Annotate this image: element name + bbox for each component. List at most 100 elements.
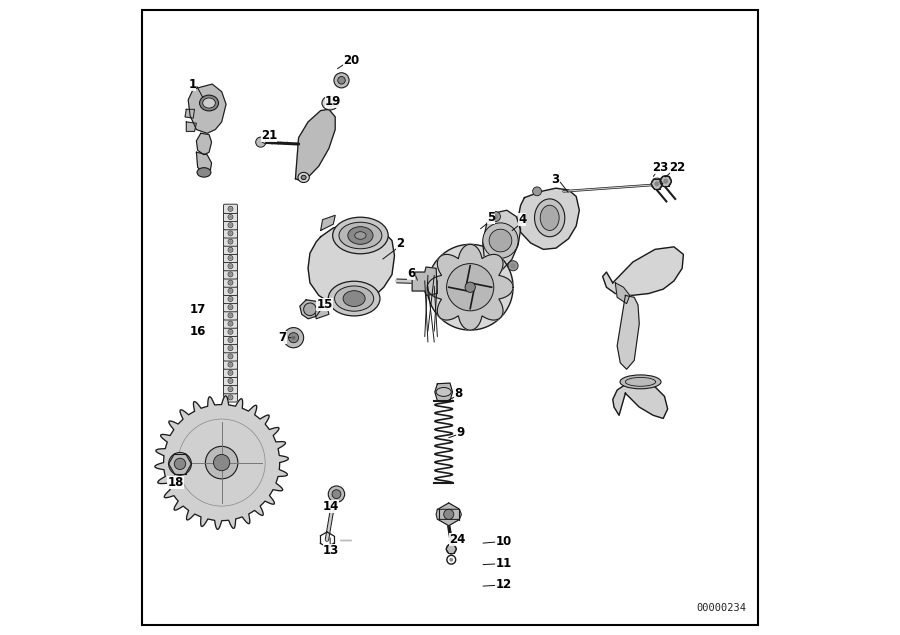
Circle shape: [510, 264, 516, 269]
FancyBboxPatch shape: [223, 286, 238, 295]
Ellipse shape: [343, 291, 365, 307]
Text: 1: 1: [188, 77, 196, 91]
Circle shape: [491, 211, 500, 222]
Text: 00000234: 00000234: [697, 603, 746, 613]
Polygon shape: [439, 514, 449, 526]
Ellipse shape: [202, 98, 215, 108]
Polygon shape: [603, 247, 683, 295]
Ellipse shape: [326, 99, 335, 107]
Polygon shape: [617, 295, 639, 369]
FancyBboxPatch shape: [223, 229, 238, 238]
Polygon shape: [616, 283, 630, 304]
FancyBboxPatch shape: [223, 393, 238, 402]
Circle shape: [230, 306, 231, 309]
Circle shape: [228, 231, 233, 236]
Polygon shape: [412, 267, 437, 295]
Text: 12: 12: [495, 578, 512, 591]
Polygon shape: [188, 84, 226, 133]
Polygon shape: [439, 503, 449, 514]
FancyBboxPatch shape: [223, 220, 238, 230]
Circle shape: [230, 355, 231, 358]
Polygon shape: [320, 215, 335, 231]
Circle shape: [654, 181, 660, 186]
FancyBboxPatch shape: [223, 335, 238, 345]
Circle shape: [230, 208, 231, 210]
Circle shape: [228, 337, 233, 342]
Circle shape: [228, 288, 233, 293]
Ellipse shape: [328, 281, 380, 316]
Circle shape: [228, 387, 233, 392]
Circle shape: [482, 223, 518, 258]
Polygon shape: [185, 109, 194, 118]
Circle shape: [228, 395, 233, 400]
Ellipse shape: [298, 173, 310, 182]
Circle shape: [228, 330, 233, 334]
Circle shape: [230, 314, 231, 317]
Ellipse shape: [333, 217, 388, 254]
FancyBboxPatch shape: [223, 237, 238, 246]
Circle shape: [230, 331, 231, 333]
Circle shape: [334, 73, 349, 88]
Circle shape: [660, 175, 671, 187]
FancyBboxPatch shape: [223, 344, 238, 353]
Circle shape: [228, 345, 233, 351]
Polygon shape: [613, 382, 668, 418]
Circle shape: [228, 362, 233, 367]
Circle shape: [213, 455, 230, 471]
Circle shape: [228, 378, 233, 384]
Circle shape: [428, 244, 513, 330]
Text: 24: 24: [449, 533, 465, 546]
Circle shape: [230, 298, 231, 300]
Circle shape: [228, 321, 233, 326]
Ellipse shape: [626, 377, 656, 386]
Polygon shape: [196, 152, 211, 173]
Ellipse shape: [540, 205, 559, 231]
Circle shape: [652, 178, 662, 189]
FancyBboxPatch shape: [223, 295, 238, 304]
Text: 19: 19: [325, 95, 341, 108]
Circle shape: [230, 273, 231, 276]
Text: 11: 11: [495, 557, 512, 570]
Circle shape: [230, 323, 231, 325]
Circle shape: [230, 388, 231, 391]
FancyBboxPatch shape: [223, 360, 238, 369]
Circle shape: [230, 281, 231, 284]
Ellipse shape: [200, 95, 219, 111]
Polygon shape: [436, 509, 462, 519]
Circle shape: [230, 265, 231, 267]
Ellipse shape: [339, 222, 382, 249]
Circle shape: [465, 282, 475, 292]
FancyBboxPatch shape: [223, 204, 238, 213]
Circle shape: [230, 290, 231, 292]
Circle shape: [284, 328, 303, 348]
Polygon shape: [428, 244, 513, 330]
FancyBboxPatch shape: [223, 311, 238, 320]
Circle shape: [228, 215, 233, 220]
Text: 3: 3: [551, 173, 559, 187]
Polygon shape: [155, 396, 288, 530]
Polygon shape: [439, 509, 449, 520]
Text: 21: 21: [261, 130, 277, 142]
Circle shape: [444, 509, 454, 519]
FancyBboxPatch shape: [223, 253, 238, 263]
Circle shape: [228, 354, 233, 359]
Text: 14: 14: [322, 500, 339, 513]
Polygon shape: [435, 383, 453, 401]
Circle shape: [228, 280, 233, 285]
Circle shape: [446, 264, 494, 311]
Ellipse shape: [335, 286, 374, 311]
FancyBboxPatch shape: [223, 327, 238, 337]
Text: 20: 20: [343, 53, 359, 67]
Circle shape: [230, 240, 231, 243]
Polygon shape: [186, 122, 196, 131]
Circle shape: [446, 544, 456, 554]
Circle shape: [449, 558, 454, 561]
FancyBboxPatch shape: [223, 377, 238, 385]
Circle shape: [328, 486, 345, 502]
Circle shape: [230, 248, 231, 251]
Text: 13: 13: [322, 544, 338, 558]
Text: 9: 9: [456, 426, 464, 439]
Text: 7: 7: [278, 331, 286, 344]
FancyBboxPatch shape: [223, 245, 238, 255]
Ellipse shape: [355, 232, 366, 239]
